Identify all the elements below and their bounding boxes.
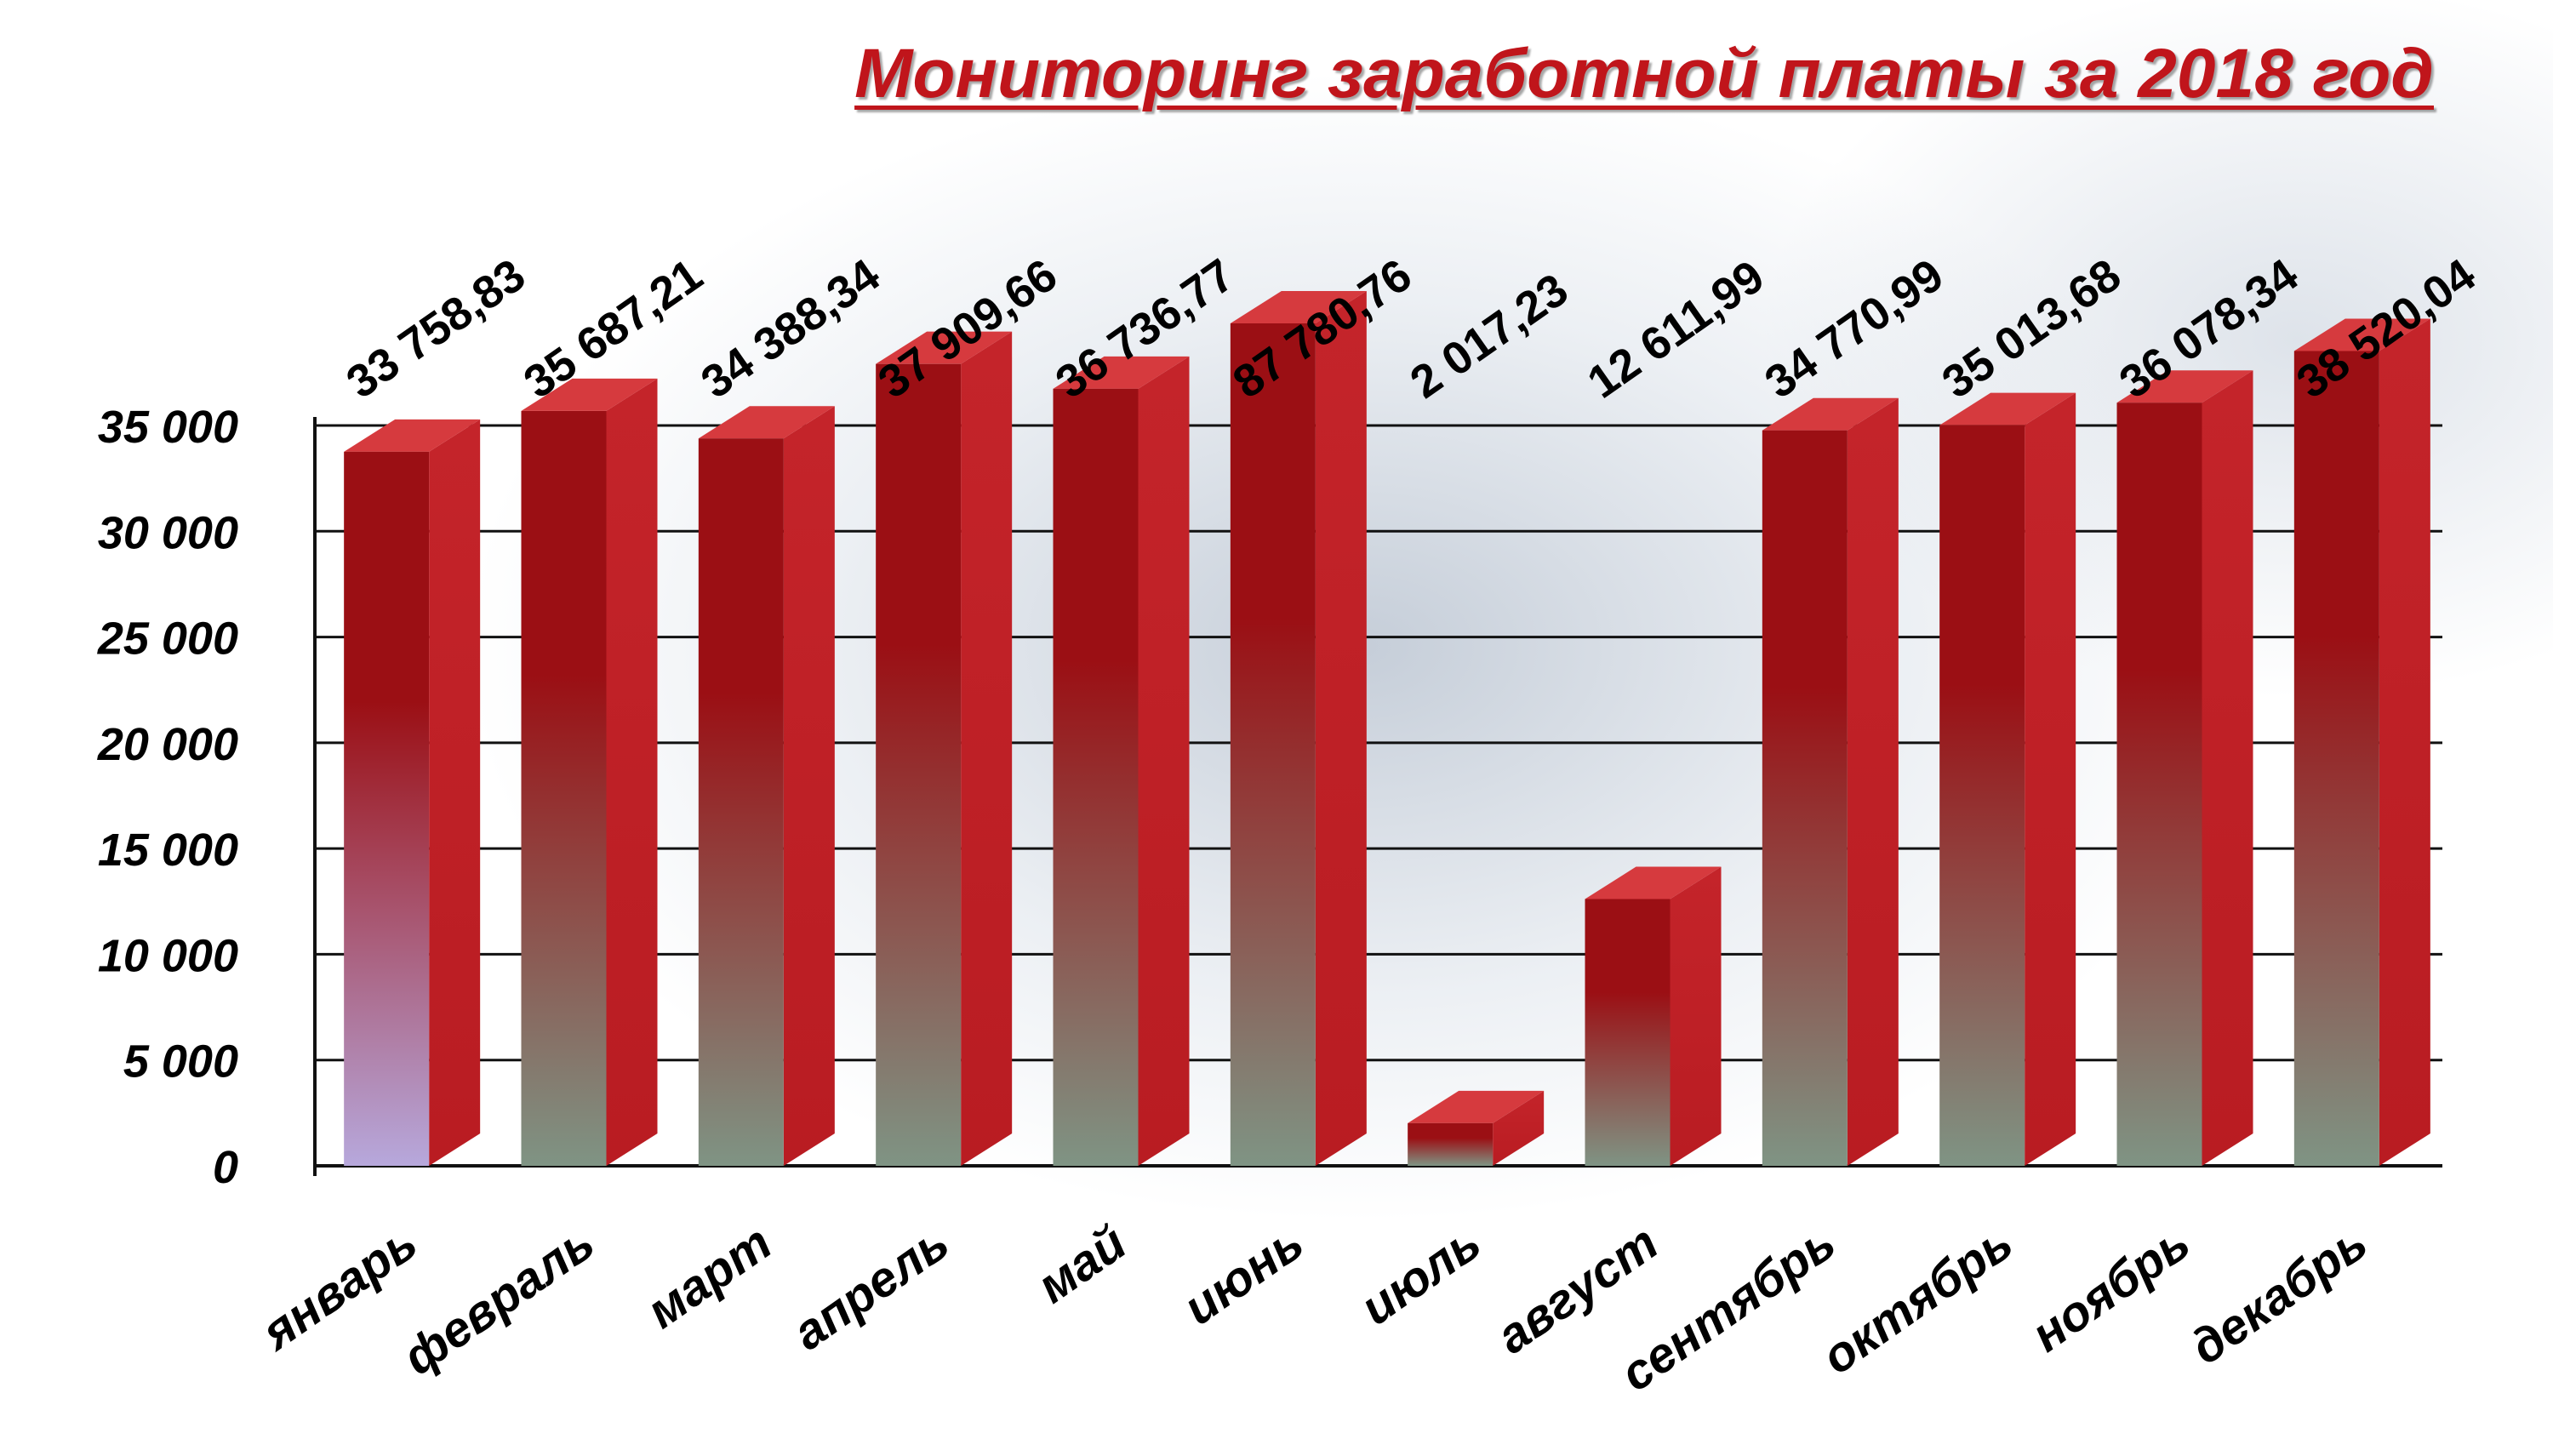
bar-side — [1670, 866, 1722, 1166]
bar-side — [783, 406, 835, 1167]
bar-front — [1408, 1122, 1494, 1166]
bar-front — [2293, 351, 2379, 1167]
y-tick-label: 35 000 — [98, 402, 238, 453]
data-label: 33 758,83 — [338, 249, 534, 408]
y-tick-label: 30 000 — [98, 507, 238, 558]
bar-top — [1230, 291, 1367, 323]
bar-side — [1847, 397, 1899, 1167]
bar-front — [876, 363, 962, 1166]
bar-side — [1493, 1090, 1545, 1166]
y-tick-label: 20 000 — [97, 719, 238, 770]
bar — [2293, 318, 2430, 1167]
bar-top — [876, 331, 1013, 364]
bar-top — [1585, 866, 1722, 899]
bar-front — [1762, 430, 1848, 1167]
x-tick-label: февраль — [393, 1214, 604, 1385]
y-tick-label: 15 000 — [98, 825, 238, 876]
bar — [521, 378, 658, 1166]
bar — [698, 406, 835, 1167]
x-tick-label: май — [1027, 1214, 1136, 1314]
data-label: 35 013,68 — [1933, 249, 2130, 408]
y-tick-label: 0 — [213, 1142, 238, 1193]
bar — [2116, 370, 2253, 1166]
bar — [1762, 397, 1899, 1167]
bar-top — [344, 419, 481, 452]
bar-top — [1762, 397, 1899, 431]
bar-front — [698, 438, 784, 1166]
bar — [1230, 291, 1367, 1166]
data-label: 34 770,99 — [1756, 249, 1952, 408]
y-tick-label: 10 000 — [98, 930, 238, 981]
bar-side — [606, 378, 658, 1166]
bar-top — [698, 406, 835, 439]
y-tick-label: 5 000 — [123, 1036, 238, 1088]
bar-side — [2025, 392, 2076, 1167]
x-tick-label: март — [637, 1214, 781, 1339]
bar-top — [2293, 318, 2430, 351]
bar-top — [2116, 370, 2253, 403]
bar-front — [344, 451, 430, 1166]
data-label: 34 388,34 — [692, 249, 888, 408]
bar-top — [1408, 1090, 1545, 1123]
data-label: 12 611,99 — [1579, 251, 1773, 408]
data-label: 2 017,23 — [1402, 264, 1578, 408]
bar-front — [1939, 425, 2025, 1167]
bar — [1053, 356, 1190, 1166]
bar-side — [961, 331, 1013, 1166]
bar-side — [429, 419, 481, 1166]
chart-title: Мониторинг заработной платы за 2018 год — [854, 35, 2434, 112]
x-tick-label: июль — [1351, 1214, 1491, 1335]
bar-top — [521, 378, 658, 411]
bar — [1585, 866, 1722, 1166]
bar — [1939, 392, 2076, 1167]
bar-front — [2116, 403, 2202, 1166]
bar-side — [2202, 370, 2253, 1166]
bar — [876, 331, 1013, 1166]
bar-side — [1138, 356, 1190, 1166]
bar-top — [1053, 356, 1190, 389]
bar — [344, 419, 481, 1166]
gridlines: 0 5 000 10 000 15 000 20 000 25 000 30 000 35 0… — [97, 402, 2442, 1193]
bar-side — [2379, 318, 2430, 1167]
bar — [1408, 1090, 1545, 1166]
x-tick-label: декабрь — [2180, 1214, 2377, 1375]
bar-front — [1585, 899, 1671, 1166]
bar-front — [1230, 323, 1316, 1166]
x-tick-label: ноябрь — [2021, 1214, 2200, 1362]
x-tick-label: июнь — [1174, 1214, 1313, 1335]
bar-front — [521, 410, 607, 1166]
bar-front — [1053, 388, 1139, 1166]
x-tick-label: октябрь — [1812, 1214, 2022, 1385]
bar-side — [1315, 291, 1367, 1166]
x-tick-label: апрель — [783, 1214, 959, 1361]
bar-top — [1939, 392, 2076, 425]
y-tick-label: 25 000 — [97, 614, 238, 665]
